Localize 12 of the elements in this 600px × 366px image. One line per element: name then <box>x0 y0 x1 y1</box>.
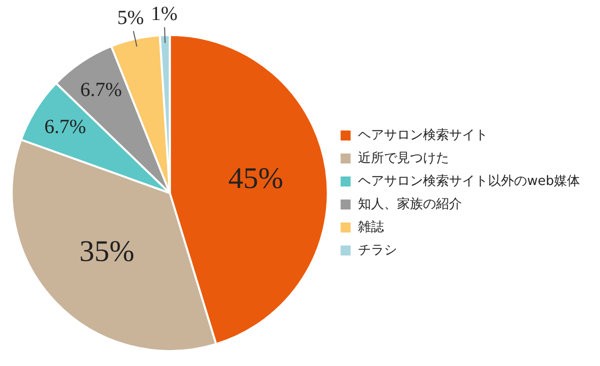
data-label: 1% <box>150 2 178 25</box>
legend-label: ヘアサロン検索サイト <box>358 128 488 143</box>
data-label: 6.7% <box>80 78 122 101</box>
legend-label: 近所で見つけた <box>358 150 450 166</box>
data-label: 5% <box>117 7 144 30</box>
legend-label: チラシ <box>358 242 398 258</box>
data-label: 35% <box>79 234 134 268</box>
legend-label: ヘアサロン検索サイト以外のweb媒体 <box>358 174 580 189</box>
data-label: 6.7% <box>44 116 86 138</box>
data-label: 45% <box>228 162 284 196</box>
legend-label: 雑誌 <box>358 220 384 235</box>
legend-label: 知人、家族の紹介 <box>358 196 462 212</box>
